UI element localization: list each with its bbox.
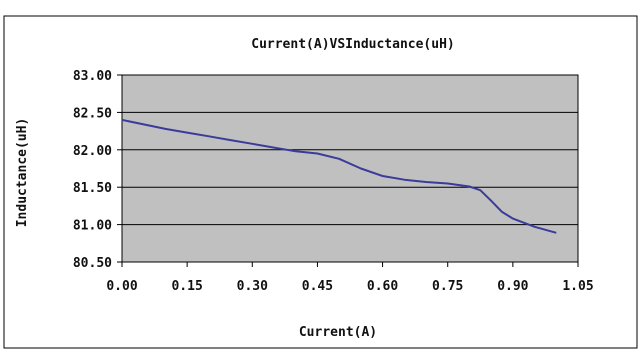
x-tick-label: 0.60 [367, 279, 398, 294]
x-tick-label: 0.30 [237, 279, 268, 294]
plot-area [121, 74, 579, 263]
y-tick-label: 83.00 [73, 69, 112, 84]
y-tick-label: 81.50 [73, 181, 112, 196]
y-tick-label: 82.50 [73, 106, 112, 121]
x-tick-label: 0.45 [302, 279, 333, 294]
y-tick-label: 82.00 [73, 144, 112, 159]
grid-lines [122, 74, 578, 263]
x-tick-label: 0.15 [171, 279, 202, 294]
y-tick-label: 80.50 [73, 256, 112, 271]
y-axis-label: Inductance(uH) [15, 118, 30, 228]
x-tick-label: 1.05 [562, 279, 593, 294]
x-axis-ticks: 0.00 0.15 0.30 0.45 0.60 0.75 0.90 1.05 [106, 262, 594, 294]
series-line [121, 118, 557, 234]
chart-title: Current(A)VSInductance(uH) [251, 37, 455, 52]
x-tick-label: 0.75 [432, 279, 463, 294]
x-tick-label: 0.00 [106, 279, 137, 294]
x-tick-label: 0.90 [497, 279, 528, 294]
y-axis-ticks: 83.00 82.50 82.00 81.50 81.00 80.50 [73, 69, 122, 271]
y-tick-label: 81.00 [73, 219, 112, 234]
x-axis-label: Current(A) [299, 325, 377, 340]
